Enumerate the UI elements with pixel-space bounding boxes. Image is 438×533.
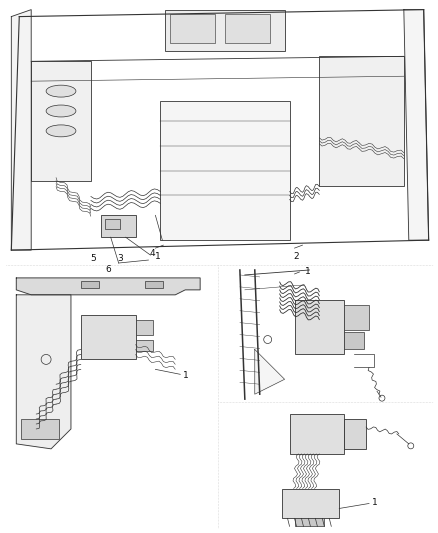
Ellipse shape (46, 85, 76, 97)
Text: 4: 4 (149, 248, 155, 257)
Bar (343, 305, 368, 329)
Text: 5: 5 (90, 254, 95, 263)
Polygon shape (403, 10, 427, 240)
Bar (170, 14, 215, 43)
Bar (281, 489, 339, 519)
Bar (224, 14, 269, 43)
Bar (105, 219, 120, 229)
Text: 1: 1 (305, 268, 311, 277)
Bar (135, 340, 153, 351)
Text: 1: 1 (154, 252, 160, 261)
Bar (81, 314, 135, 359)
Bar (135, 320, 153, 335)
Text: 1: 1 (371, 498, 377, 507)
Bar (318, 56, 403, 185)
Bar (343, 332, 363, 350)
Bar (294, 519, 324, 527)
Bar (289, 414, 343, 454)
Ellipse shape (46, 125, 76, 137)
Polygon shape (11, 10, 31, 250)
Bar (31, 61, 91, 181)
Polygon shape (254, 350, 284, 394)
Bar (21, 419, 59, 439)
Polygon shape (16, 278, 200, 295)
Bar (101, 215, 135, 237)
Text: 3: 3 (117, 254, 123, 263)
Ellipse shape (46, 105, 76, 117)
Bar (160, 101, 289, 240)
Text: 6: 6 (106, 265, 111, 274)
Text: 2: 2 (293, 252, 299, 261)
Polygon shape (16, 295, 71, 449)
Bar (343, 419, 365, 449)
Bar (165, 10, 284, 51)
Bar (81, 281, 99, 288)
Bar (145, 281, 163, 288)
Bar (294, 300, 343, 354)
Text: 1: 1 (183, 371, 188, 380)
